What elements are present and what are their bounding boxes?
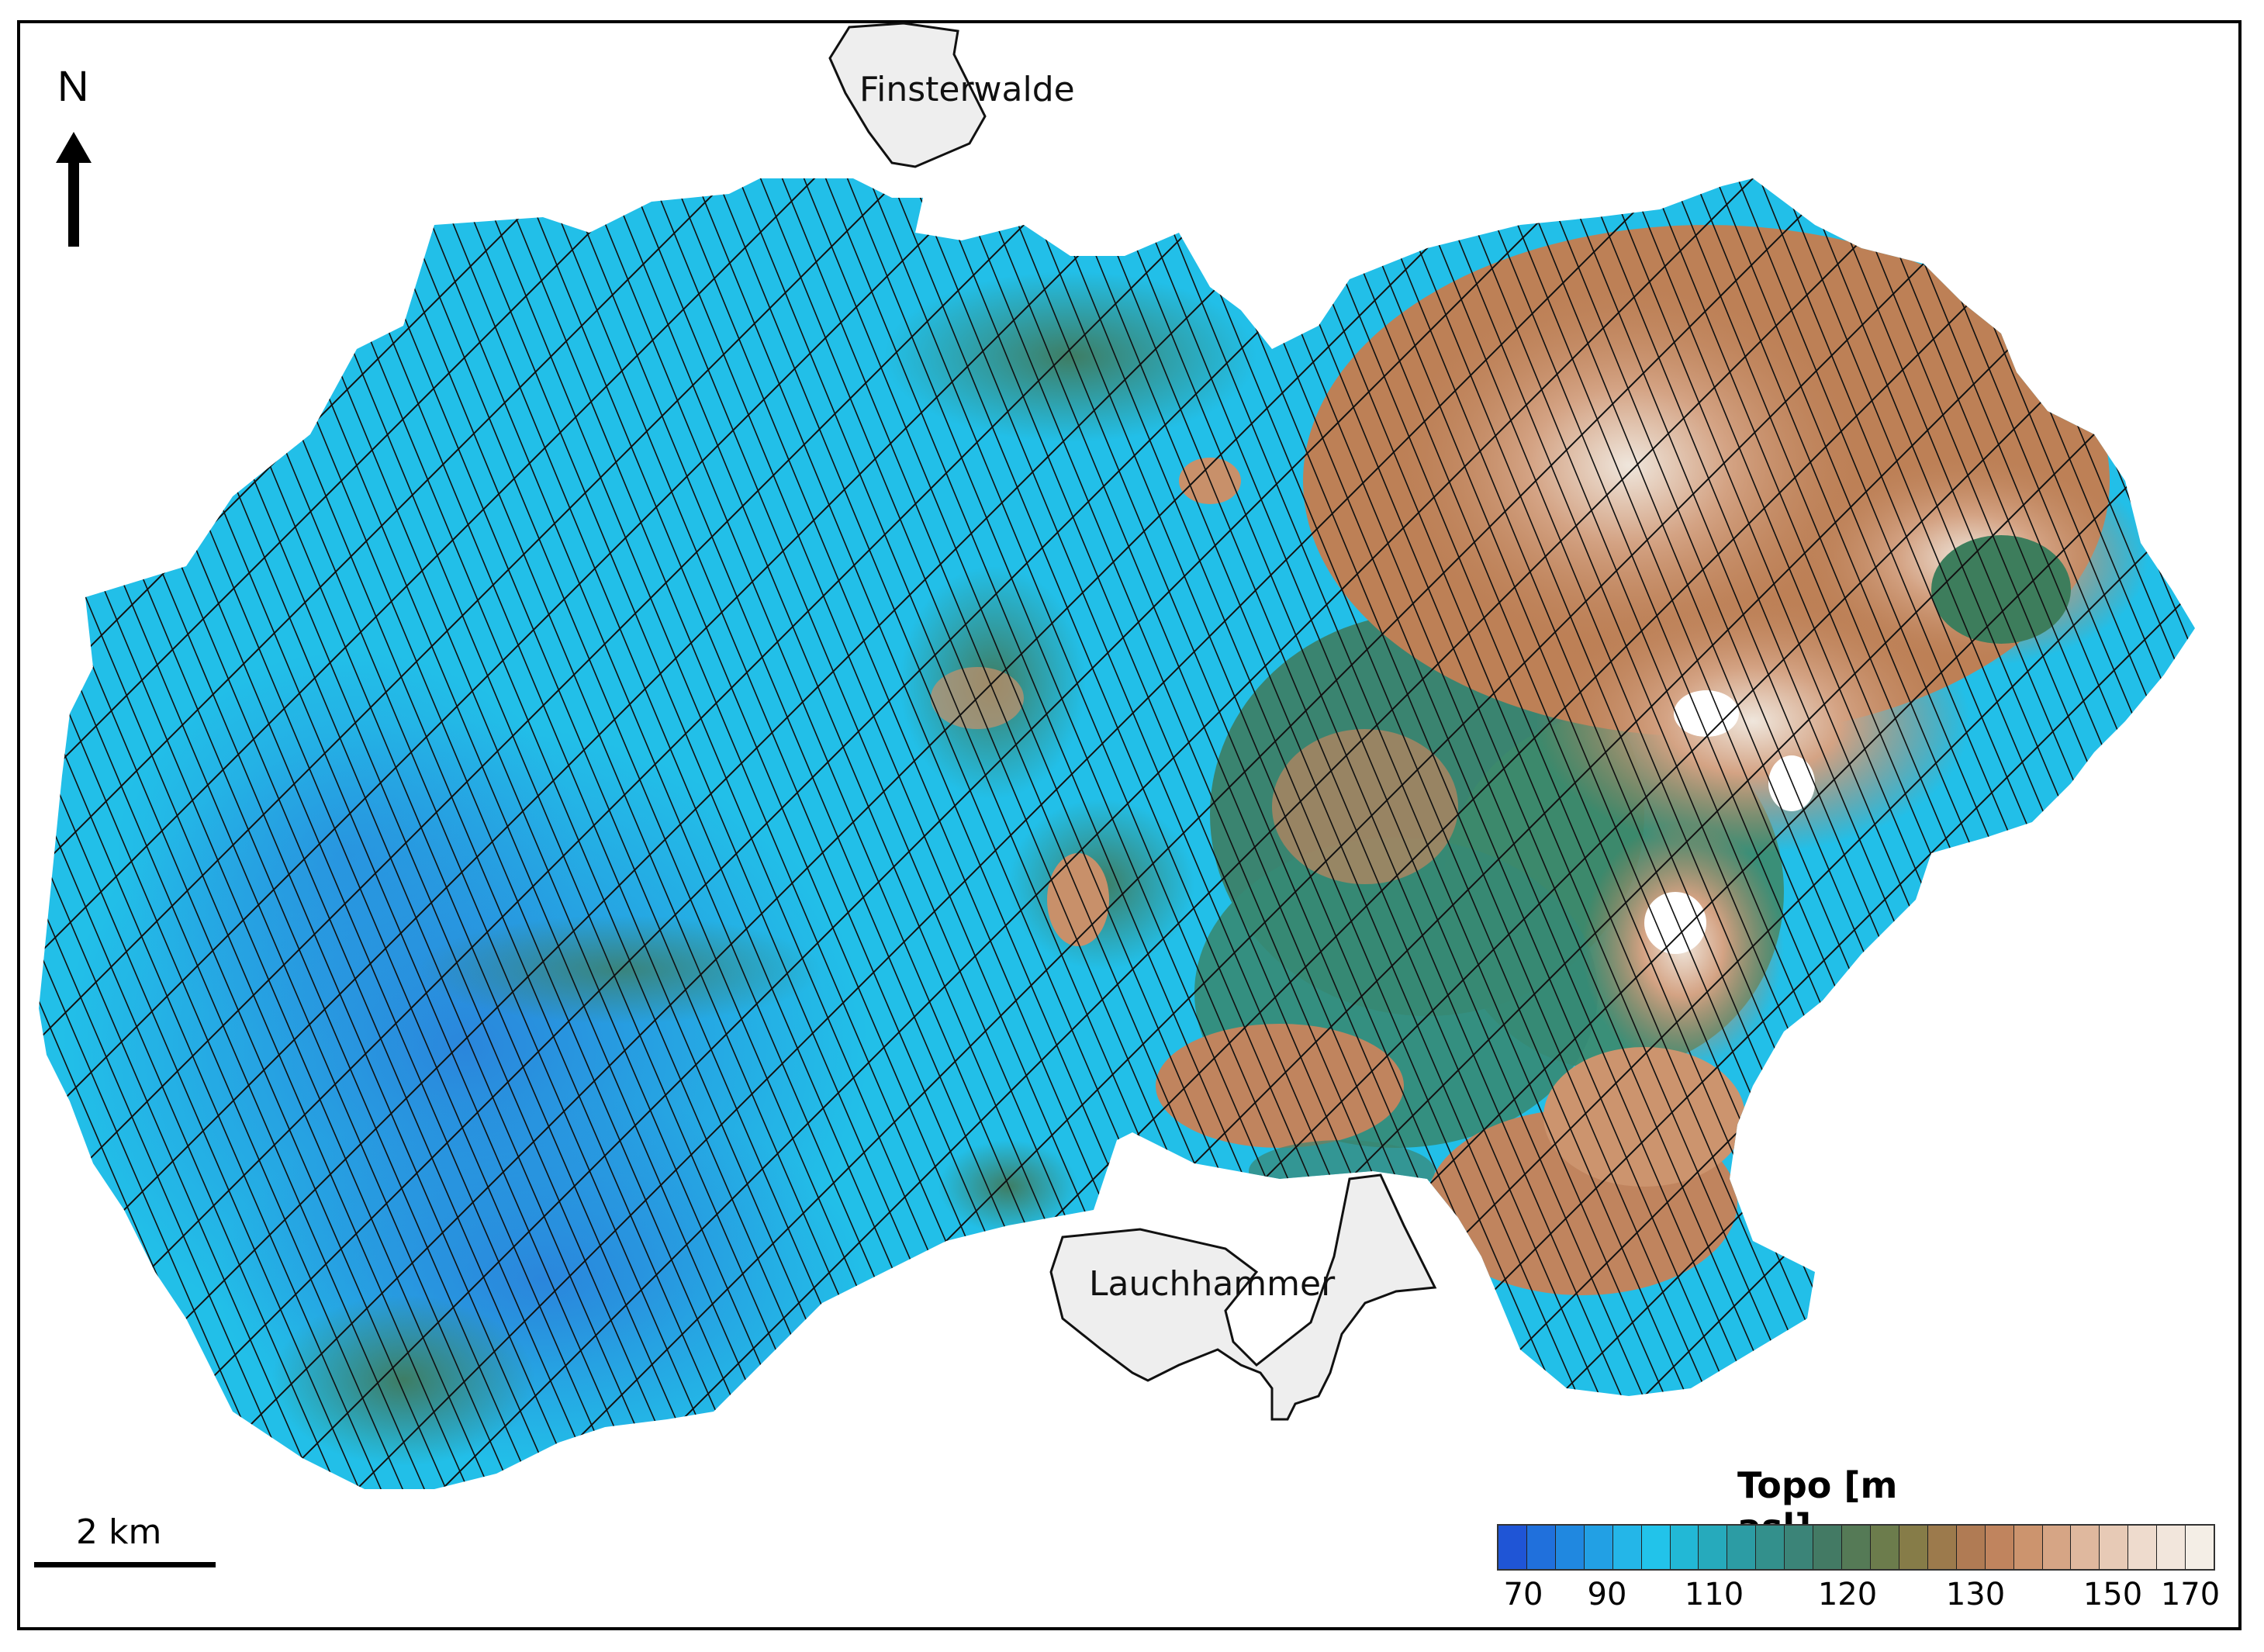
legend-colorbar <box>1497 1524 2215 1571</box>
town-label-finsterwalde: Finsterwalde <box>859 70 1075 109</box>
scale-bar <box>34 1562 216 1567</box>
town-label-lauchhammer: Lauchhammer <box>1089 1264 1336 1304</box>
town-lauchhammer-outline <box>1049 1173 1437 1421</box>
legend-tick: 70 <box>1503 1577 1543 1612</box>
legend-swatch <box>1670 1526 1699 1569</box>
town-finsterwalde-outline <box>828 22 987 168</box>
legend-tick: 110 <box>1684 1577 1744 1612</box>
legend-tick: 90 <box>1587 1577 1627 1612</box>
legend-swatch <box>1612 1526 1642 1569</box>
legend-swatch <box>2186 1526 2214 1569</box>
legend-tick: 120 <box>1817 1577 1878 1612</box>
legend-swatch <box>1842 1526 1871 1569</box>
legend-swatch <box>1526 1526 1556 1569</box>
legend-swatch <box>1555 1526 1585 1569</box>
legend-swatch <box>1584 1526 1613 1569</box>
legend-swatch <box>1927 1526 1957 1569</box>
legend-swatch <box>1699 1526 1728 1569</box>
legend-swatch <box>1756 1526 1785 1569</box>
legend-swatch <box>2071 1526 2100 1569</box>
legend-swatch <box>1785 1526 1814 1569</box>
legend-swatch <box>2157 1526 2186 1569</box>
north-label: N <box>57 61 89 110</box>
legend-swatch <box>2042 1526 2072 1569</box>
legend-swatch <box>2013 1526 2043 1569</box>
north-arrow-icon <box>56 132 92 247</box>
legend-tick: 170 <box>2160 1577 2221 1612</box>
legend-swatch <box>1899 1526 1928 1569</box>
legend-swatch <box>1870 1526 1899 1569</box>
legend-swatch <box>2100 1526 2129 1569</box>
legend-swatch <box>1727 1526 1757 1569</box>
legend-swatch <box>2128 1526 2158 1569</box>
legend-swatch <box>1956 1526 1986 1569</box>
legend-swatch <box>1641 1526 1671 1569</box>
legend-tick: 150 <box>2083 1577 2143 1612</box>
legend-swatch <box>1498 1526 1527 1569</box>
legend-swatch <box>1813 1526 1843 1569</box>
legend-tick: 130 <box>1945 1577 2006 1612</box>
legend-swatch <box>1985 1526 2014 1569</box>
scale-label: 2 km <box>76 1512 162 1552</box>
